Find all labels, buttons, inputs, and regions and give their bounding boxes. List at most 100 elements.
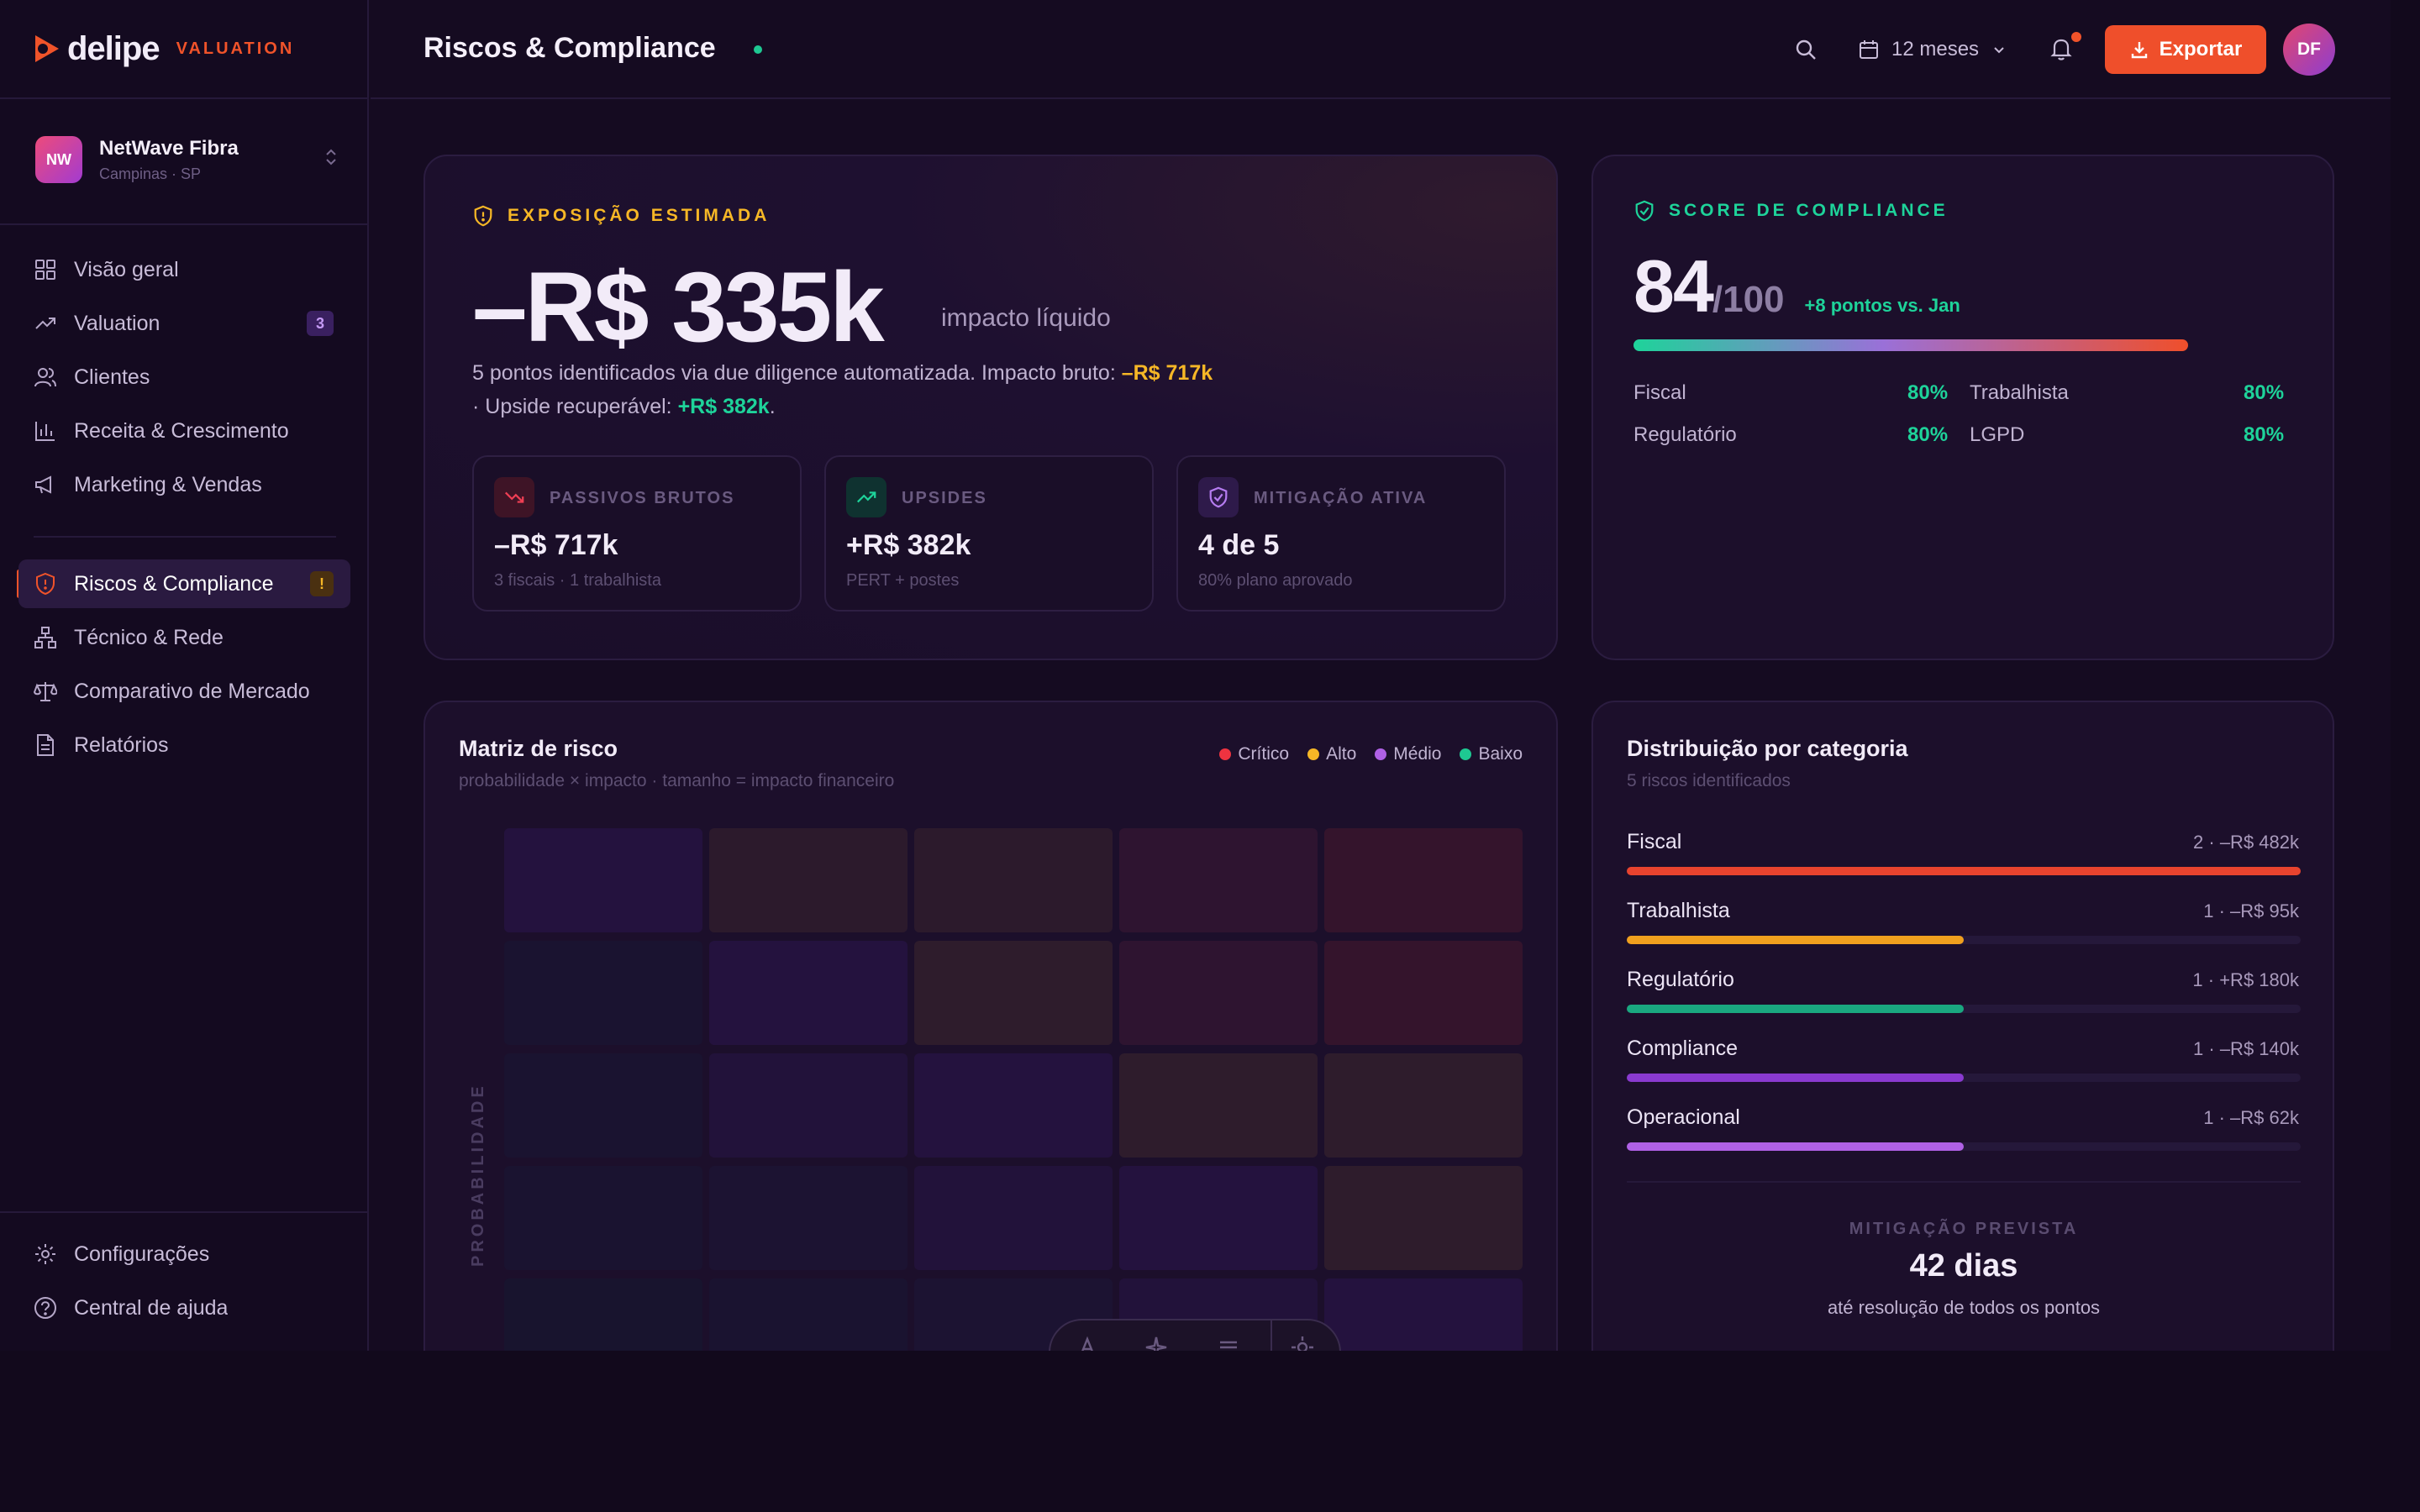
sidebar-item-label: Técnico & Rede <box>74 625 224 649</box>
score-display: 84 /100 +8 pontos vs. Jan <box>1634 244 1960 329</box>
compliance-score-card: SCORE DE COMPLIANCE 84 /100 +8 pontos vs… <box>1591 155 2334 660</box>
sidebar-item-label: Valuation <box>74 311 160 335</box>
score-item-label: LGPD <box>1970 423 2025 446</box>
network-icon <box>34 627 56 648</box>
app-window: delipe VALUATION NW NetWave Fibra Campin… <box>0 0 2391 1351</box>
score-item-label: Fiscal <box>1634 381 1686 404</box>
matrix-cell <box>1119 828 1318 932</box>
users-icon <box>34 368 56 387</box>
risk-matrix-card: Matriz de risco probabilidade × impacto … <box>424 701 1558 1351</box>
sidebar-item-label: Riscos & Compliance <box>74 571 274 596</box>
trending-up-icon <box>35 318 55 329</box>
live-status-dot <box>754 45 762 54</box>
matrix-subtitle: probabilidade × impacto · tamanho = impa… <box>459 771 895 790</box>
mini-card-mitigacao: MITIGAÇÃO ATIVA 4 de 5 80% plano aprovad… <box>1176 455 1506 612</box>
floating-toolbar[interactable] <box>1049 1319 1341 1351</box>
sidebar-item-riscos[interactable]: Riscos & Compliance ! <box>18 559 350 608</box>
mitigation-sub: até resolução de todos os pontos <box>1827 1297 2101 1318</box>
mitigation-label: MITIGAÇÃO PREVISTA <box>1849 1220 2079 1238</box>
shield-alert-icon <box>474 205 492 227</box>
sidebar-item-label: Relatórios <box>74 732 169 757</box>
legend-dot-low <box>1460 748 1472 760</box>
period-selector[interactable]: 12 meses <box>1858 34 2019 66</box>
matrix-cell <box>504 1278 702 1351</box>
category-name: Compliance <box>1627 1037 1739 1060</box>
sidebar-item-valuation[interactable]: Valuation 3 <box>18 299 350 348</box>
category-value: 2 · –R$ 482k <box>2193 832 2299 853</box>
category-name: Regulatório <box>1627 968 1734 991</box>
menu-icon[interactable] <box>1215 1334 1242 1351</box>
score-item-pct: 80% <box>2244 381 2285 404</box>
notification-dot <box>2071 32 2081 42</box>
matrix-cell <box>709 941 908 1045</box>
scale-icon <box>34 682 57 701</box>
category-bar-fill <box>1627 1074 1964 1082</box>
user-avatar[interactable]: DF <box>2283 24 2335 76</box>
bell-icon[interactable] <box>2048 35 2075 62</box>
divider <box>0 97 369 99</box>
logo-icon <box>35 35 59 62</box>
chevron-updown-icon <box>324 148 338 171</box>
count-badge: 3 <box>307 311 334 336</box>
sidebar-item-comparativo[interactable]: Comparativo de Mercado <box>18 667 350 716</box>
sidebar-item-configuracoes[interactable]: Configurações <box>18 1230 350 1278</box>
legend-dot-medium <box>1375 748 1387 760</box>
category-bar <box>1627 1142 2301 1151</box>
category-bar <box>1627 1005 2301 1013</box>
matrix-cell <box>709 1278 908 1351</box>
matrix-cell <box>709 828 908 932</box>
category-bar <box>1627 936 2301 944</box>
score-item-label: Regulatório <box>1634 423 1737 446</box>
matrix-title: Matriz de risco <box>459 736 618 761</box>
calendar-icon <box>1860 40 1878 59</box>
mitigation-value: 42 dias <box>1909 1248 2018 1284</box>
exposure-value: –R$ 335k <box>472 252 885 363</box>
score-eyebrow: SCORE DE COMPLIANCE <box>1634 200 1949 222</box>
sidebar-item-label: Central de ajuda <box>74 1295 229 1320</box>
sidebar-item-receita[interactable]: Receita & Crescimento <box>18 407 350 455</box>
search-icon[interactable] <box>1793 37 1818 62</box>
matrix-cell <box>1324 828 1523 932</box>
sidebar-item-label: Visão geral <box>74 257 179 281</box>
brand-name: delipe <box>67 29 160 67</box>
matrix-cell <box>1119 1166 1318 1270</box>
company-switcher[interactable]: NW NetWave Fibra Campinas · SP <box>35 133 338 186</box>
brand-tag: VALUATION <box>176 39 295 58</box>
text-icon[interactable] <box>1074 1334 1101 1351</box>
matrix-cell <box>1119 1053 1318 1158</box>
category-bar-fill <box>1627 936 1964 944</box>
sidebar-item-label: Comparativo de Mercado <box>74 679 310 703</box>
gross-impact: –R$ 717k <box>1121 361 1213 385</box>
export-button[interactable]: Exportar <box>2105 25 2266 74</box>
category-value: 1 · –R$ 62k <box>2203 1107 2299 1128</box>
category-value: 1 · +R$ 180k <box>2192 969 2299 990</box>
matrix-cell <box>1324 1053 1523 1158</box>
top-header: Riscos & Compliance 12 meses Exportar DF <box>371 0 2391 99</box>
sidebar-item-ajuda[interactable]: Central de ajuda <box>18 1284 350 1332</box>
matrix-cell <box>504 1053 702 1158</box>
category-name: Operacional <box>1627 1105 1740 1129</box>
brand[interactable]: delipe VALUATION <box>32 30 294 67</box>
distribution-card: Distribuição por categoria 5 riscos iden… <box>1591 701 2334 1351</box>
sidebar-item-relatorios[interactable]: Relatórios <box>18 721 350 769</box>
sidebar-item-visao-geral[interactable]: Visão geral <box>18 245 350 294</box>
sparkle-icon[interactable] <box>1143 1334 1170 1351</box>
matrix-cell <box>914 1166 1113 1270</box>
matrix-cell <box>914 941 1113 1045</box>
gear-icon[interactable] <box>1289 1334 1316 1351</box>
score-item-pct: 80% <box>1907 423 1949 446</box>
sidebar-item-label: Marketing & Vendas <box>74 472 262 496</box>
matrix-cell <box>1324 941 1523 1045</box>
matrix-cell <box>504 828 702 932</box>
matrix-cell <box>914 828 1113 932</box>
sidebar-item-tecnico[interactable]: Técnico & Rede <box>18 613 350 662</box>
matrix-cell <box>709 1166 908 1270</box>
sidebar-item-label: Clientes <box>74 365 150 389</box>
legend-dot-critical <box>1219 748 1232 760</box>
category-bar-fill <box>1627 867 2301 875</box>
category-bar <box>1627 867 2301 875</box>
sidebar-item-marketing[interactable]: Marketing & Vendas <box>18 460 350 509</box>
sidebar-item-clientes[interactable]: Clientes <box>18 353 350 402</box>
matrix-cell <box>914 1053 1113 1158</box>
gear-icon <box>35 1244 55 1264</box>
